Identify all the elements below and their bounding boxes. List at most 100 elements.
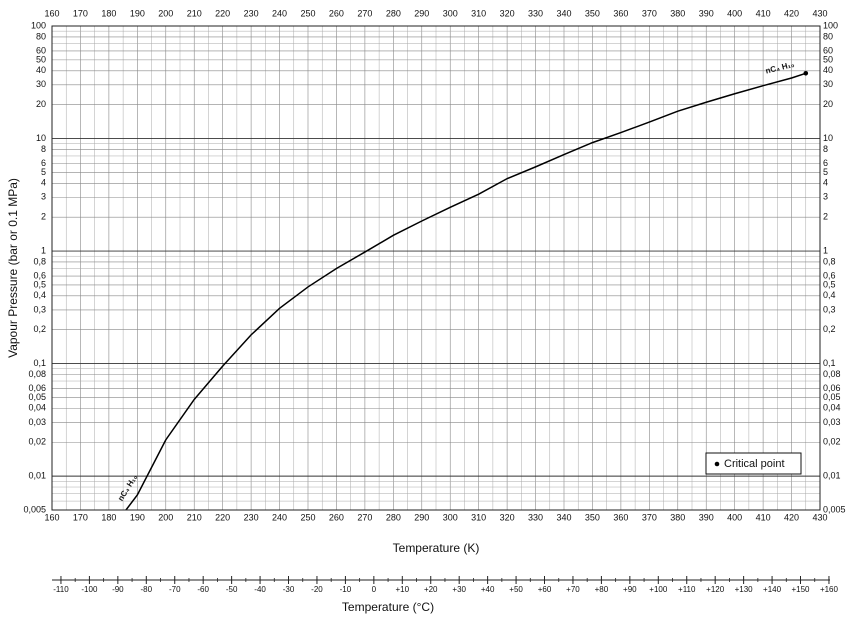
plot-frame [51, 25, 821, 511]
x-tick-label-top: 230 [244, 8, 259, 18]
x2-tick-label: -90 [112, 585, 124, 594]
y-tick-label-right: 8 [823, 144, 828, 154]
y-axis-title: Vapour Pressure (bar or 0.1 MPa) [6, 178, 20, 358]
x-tick-label-top: 240 [272, 8, 287, 18]
y-tick-label: 30 [36, 79, 46, 89]
x-tick-label: 160 [44, 512, 59, 522]
x2-tick-label: +50 [509, 585, 523, 594]
y-tick-label: 0,2 [33, 324, 46, 334]
x-tick-label-top: 190 [130, 8, 145, 18]
x-tick-label: 200 [158, 512, 173, 522]
y-tick-label-right: 3 [823, 192, 828, 202]
x-tick-label: 170 [73, 512, 88, 522]
x2-tick-label: +90 [623, 585, 637, 594]
x2-tick-label: +40 [481, 585, 495, 594]
y-tick-label: 0,01 [28, 470, 46, 480]
y-tick-label: 0,05 [28, 392, 46, 402]
legend-marker [714, 461, 720, 467]
x2-axis-title: Temperature (°C) [342, 600, 434, 614]
y-tick-label-right: 0,5 [823, 279, 836, 289]
y-tick-label-right: 50 [823, 54, 833, 64]
y-tick-label-right: 5 [823, 167, 828, 177]
y-tick-label-right: 1 [823, 245, 828, 255]
x-tick-label: 190 [130, 512, 145, 522]
x-tick-label-top: 370 [642, 8, 657, 18]
y-tick-label-right: 0,2 [823, 324, 836, 334]
y-tick-label: 1 [41, 245, 46, 255]
y-tick-label: 2 [41, 212, 46, 222]
x2-tick-label: 0 [372, 585, 377, 594]
y-tick-label-right: 10 [823, 133, 833, 143]
x-tick-label-top: 340 [556, 8, 571, 18]
curve-label: nC₄ H₁₀ [765, 60, 796, 76]
x-tick-label-top: 160 [44, 8, 59, 18]
x-tick-label-top: 210 [187, 8, 202, 18]
x2-tick-label: -10 [340, 585, 352, 594]
y-tick-label: 50 [36, 54, 46, 64]
x-tick-label: 230 [244, 512, 259, 522]
x-tick-label-top: 350 [585, 8, 600, 18]
y-tick-label-right: 0,02 [823, 437, 841, 447]
y-tick-label: 80 [36, 31, 46, 41]
x2-tick-label: -50 [226, 585, 238, 594]
y-tick-label: 3 [41, 192, 46, 202]
x-tick-label-top: 250 [300, 8, 315, 18]
y-tick-label: 40 [36, 65, 46, 75]
x2-tick-label: +80 [595, 585, 609, 594]
curve [125, 72, 807, 511]
x-tick-label-top: 220 [215, 8, 230, 18]
y-tick-label-right: 0,005 [823, 504, 846, 514]
y-tick-label: 0,04 [28, 403, 46, 413]
x-tick-label-top: 410 [756, 8, 771, 18]
x-tick-label: 420 [784, 512, 799, 522]
y-tick-label: 0,5 [33, 279, 46, 289]
x2-tick-label: -100 [81, 585, 98, 594]
y-tick-label-right: 0,3 [823, 304, 836, 314]
y-tick-label: 0,4 [33, 290, 46, 300]
y-tick-label: 10 [36, 133, 46, 143]
x2-tick-label: +70 [566, 585, 580, 594]
x-tick-label: 430 [812, 512, 827, 522]
x-tick-label-top: 290 [414, 8, 429, 18]
x2-tick-label: +160 [820, 585, 839, 594]
x-tick-label: 340 [556, 512, 571, 522]
x-tick-label: 280 [386, 512, 401, 522]
x-tick-label-top: 330 [528, 8, 543, 18]
x-tick-label-top: 300 [443, 8, 458, 18]
x-tick-label: 360 [613, 512, 628, 522]
y-tick-label: 60 [36, 45, 46, 55]
legend: Critical point [705, 452, 802, 475]
x2-tick-label: +20 [424, 585, 438, 594]
x-tick-label-top: 270 [357, 8, 372, 18]
x2-tick-label: -80 [141, 585, 153, 594]
grid [51, 25, 821, 511]
x-tick-label: 350 [585, 512, 600, 522]
x-tick-label: 250 [300, 512, 315, 522]
y-tick-label-right: 0,08 [823, 369, 841, 379]
y-tick-label: 8 [41, 144, 46, 154]
y-tick-label: 0,005 [23, 504, 46, 514]
y-tick-label: 0,08 [28, 369, 46, 379]
x2-tick-label: -110 [53, 585, 69, 594]
y-tick-label-right: 60 [823, 45, 833, 55]
legend-label: Critical point [724, 458, 785, 470]
y-tick-label: 0,3 [33, 304, 46, 314]
x-tick-label-top: 180 [101, 8, 116, 18]
y-tick-label-right: 0,1 [823, 358, 836, 368]
x-tick-label: 270 [357, 512, 372, 522]
x2-tick-label: -20 [311, 585, 323, 594]
y-tick-label-right: 30 [823, 79, 833, 89]
y-tick-label-right: 20 [823, 99, 833, 109]
x-tick-label-top: 320 [500, 8, 515, 18]
x2-tick-label: -40 [254, 585, 266, 594]
y-tick-label: 6 [41, 158, 46, 168]
critical-point [803, 70, 809, 76]
y-tick-label-right: 4 [823, 178, 828, 188]
x-tick-label: 330 [528, 512, 543, 522]
x-tick-label-top: 310 [471, 8, 486, 18]
x2-tick-label: +120 [706, 585, 725, 594]
x-tick-label-top: 400 [727, 8, 742, 18]
x2-tick-label: +150 [791, 585, 810, 594]
x-tick-label-top: 280 [386, 8, 401, 18]
